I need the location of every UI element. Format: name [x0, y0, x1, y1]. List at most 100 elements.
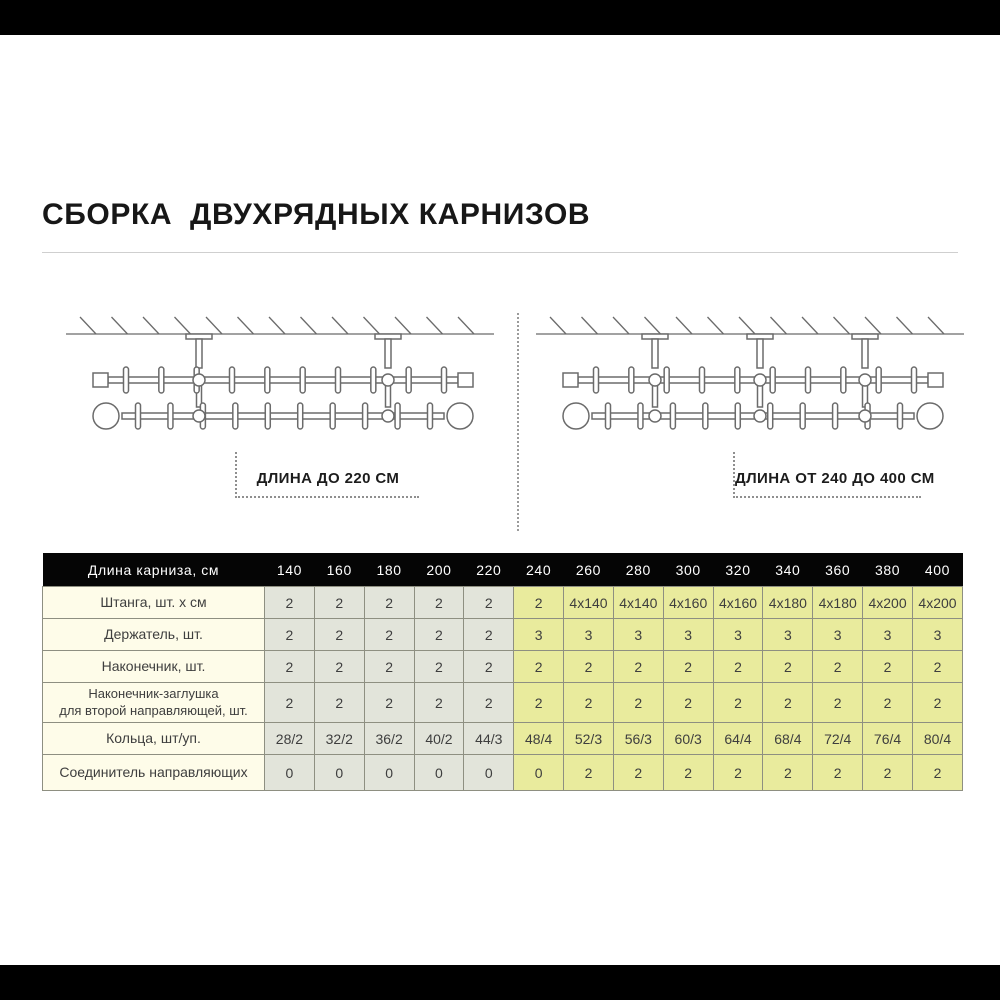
value-cell: 4x200 [862, 586, 913, 619]
value-cell: 2 [413, 586, 465, 619]
value-cell: 56/3 [612, 722, 664, 755]
value-cell: 2 [563, 754, 614, 791]
value-cell: 3 [812, 618, 864, 651]
value-cell: 28/2 [264, 722, 315, 755]
value-cell: 2 [413, 682, 465, 723]
value-cell: 2 [762, 682, 814, 723]
value-cell: 0 [313, 754, 365, 791]
value-cell: 4x180 [762, 586, 814, 619]
dimension-label-short-text: ДЛИНА ДО 220 СМ [256, 470, 400, 487]
value-cell: 32/2 [313, 722, 365, 755]
dimension-label-short: ДЛИНА ДО 220 СМ [235, 452, 419, 498]
value-cell: 2 [762, 754, 814, 791]
header-cell: 220 [463, 553, 514, 587]
value-cell: 2 [862, 682, 913, 723]
content-area: СБОРКА ДВУХРЯДНЫХ КАРНИЗОВ ДЛИНА ДО 220 … [0, 35, 1000, 965]
value-cell: 2 [363, 586, 415, 619]
value-cell: 68/4 [762, 722, 814, 755]
value-cell: 2 [513, 682, 565, 723]
dimension-label-long-text: ДЛИНА ОТ 240 ДО 400 СМ [735, 470, 935, 487]
value-cell: 2 [563, 650, 614, 683]
value-cell: 60/3 [662, 722, 714, 755]
value-cell: 2 [363, 618, 415, 651]
value-cell: 2 [463, 586, 515, 619]
header-cell: 300 [663, 553, 714, 587]
row-label-cell: Держатель, шт. [42, 618, 265, 651]
dimension-label-long: ДЛИНА ОТ 240 ДО 400 СМ [733, 452, 934, 498]
value-cell: 4x160 [662, 586, 714, 619]
value-cell: 2 [313, 682, 365, 723]
table-header-row: Длина карниза, см 140 160 180 200 220 240 260 28… [42, 553, 963, 587]
header-cell: 280 [613, 553, 664, 587]
table-row: Наконечник, шт. 2 2 2 2 2 2 2 2 2 2 2 2 2 2 [42, 650, 964, 683]
value-cell: 2 [363, 682, 415, 723]
value-cell: 80/4 [911, 722, 964, 755]
value-cell: 72/4 [812, 722, 864, 755]
row-label-cell: Кольца, шт/уп. [42, 722, 265, 755]
value-cell: 4x180 [812, 586, 864, 619]
value-cell: 2 [712, 754, 764, 791]
value-cell: 2 [612, 754, 664, 791]
value-cell: 52/3 [563, 722, 614, 755]
value-cell: 0 [463, 754, 515, 791]
value-cell: 2 [563, 682, 614, 723]
table-row: Наконечник-заглушка для второй направляю… [42, 682, 964, 723]
value-cell: 2 [463, 618, 515, 651]
header-cell: 360 [812, 553, 863, 587]
value-cell: 2 [413, 650, 465, 683]
value-cell: 3 [612, 618, 664, 651]
value-cell: 2 [862, 754, 913, 791]
table-row: Соединитель направляющих 0 0 0 0 0 0 2 2 2 2 2 2 2 2 [42, 754, 964, 791]
value-cell: 2 [413, 618, 465, 651]
value-cell: 4x160 [712, 586, 764, 619]
value-cell: 3 [513, 618, 565, 651]
value-cell: 4x140 [612, 586, 664, 619]
value-cell: 3 [712, 618, 764, 651]
value-cell: 0 [363, 754, 415, 791]
value-cell: 44/3 [463, 722, 515, 755]
value-cell: 2 [313, 618, 365, 651]
value-cell: 3 [911, 618, 964, 651]
header-cell: 160 [314, 553, 365, 587]
value-cell: 2 [463, 650, 515, 683]
value-cell: 2 [313, 650, 365, 683]
value-cell: 36/2 [363, 722, 415, 755]
table-head: Длина карниза, см 140 160 180 200 220 240 260 28… [42, 553, 963, 587]
header-cell: 320 [713, 553, 763, 587]
value-cell: 2 [662, 650, 714, 683]
value-cell: 2 [264, 586, 315, 619]
value-cell: 2 [812, 754, 864, 791]
value-cell: 2 [463, 682, 515, 723]
value-cell: 2 [264, 682, 315, 723]
table-body: Штанга, шт. х см 2 2 2 2 2 2 4x140 4x140 4x160 4x1… [42, 586, 964, 791]
page-title: СБОРКА ДВУХРЯДНЫХ КАРНИЗОВ [42, 198, 591, 231]
top-letterbox-bar [0, 0, 1000, 35]
value-cell: 2 [862, 650, 913, 683]
value-cell: 2 [264, 650, 315, 683]
value-cell: 0 [513, 754, 565, 791]
row-label-cell: Штанга, шт. х см [42, 586, 265, 619]
value-cell: 2 [612, 650, 664, 683]
value-cell: 2 [662, 682, 714, 723]
value-cell: 0 [264, 754, 315, 791]
value-cell: 3 [762, 618, 814, 651]
value-cell: 2 [363, 650, 415, 683]
value-cell: 40/2 [413, 722, 465, 755]
header-cell: 400 [912, 553, 963, 587]
header-cell: 260 [563, 553, 614, 587]
cornice-drawing-short [66, 316, 494, 430]
value-cell: 2 [513, 586, 565, 619]
value-cell: 2 [911, 754, 964, 791]
value-cell: 3 [662, 618, 714, 651]
value-cell: 76/4 [862, 722, 913, 755]
header-cell: 180 [364, 553, 415, 587]
value-cell: 64/4 [712, 722, 764, 755]
header-cell: 200 [414, 553, 464, 587]
header-label-cell: Длина карниза, см [42, 553, 265, 587]
value-cell: 48/4 [513, 722, 565, 755]
table-row: Штанга, шт. х см 2 2 2 2 2 2 4x140 4x140 4x160 4x1… [42, 586, 964, 619]
value-cell: 4x140 [563, 586, 614, 619]
value-cell: 2 [762, 650, 814, 683]
row-label-cell: Наконечник, шт. [42, 650, 265, 683]
value-cell: 2 [812, 650, 864, 683]
